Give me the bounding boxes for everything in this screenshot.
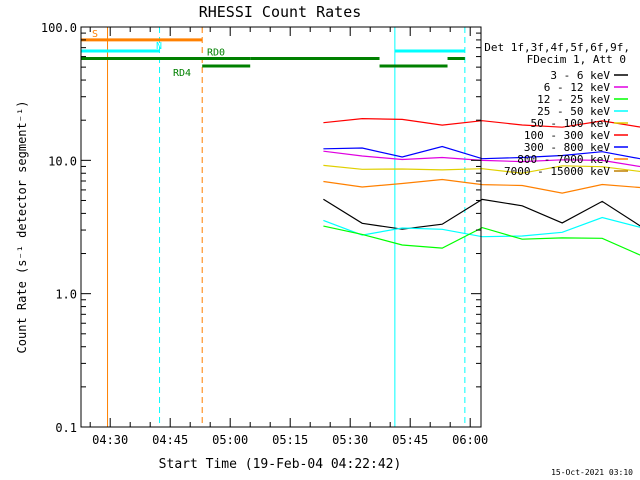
state-label-s: S (92, 29, 98, 40)
y-tick-label: 0.1 (55, 421, 77, 435)
x-tick-label: 04:45 (152, 433, 188, 447)
state-label-rd0: RD0 (207, 48, 225, 59)
y-tick-label: 10.0 (48, 154, 77, 168)
series-line-3-6-kev (323, 198, 640, 230)
state-label-rd4: RD4 (173, 68, 191, 79)
x-tick-label: 04:30 (92, 433, 128, 447)
legend-label: 800 - 7000 keV (517, 153, 610, 166)
x-axis-label: Start Time (19-Feb-04 04:22:42) (159, 457, 402, 472)
x-tick-label: 05:30 (332, 433, 368, 447)
annotation-layer: S N RD0 RD4 (81, 27, 466, 427)
state-label-n: N (156, 41, 162, 52)
legend-label: 12 - 25 keV (537, 93, 610, 106)
legend-label: 50 - 100 keV (531, 117, 611, 130)
chart-title: RHESSI Count Rates (199, 3, 362, 21)
legend-label: 25 - 50 keV (537, 105, 610, 118)
y-axis-label: Count Rate (s⁻¹ detector segment⁻¹) (15, 101, 29, 354)
x-tick-label: 06:00 (452, 433, 488, 447)
legend: Det 1f,3f,4f,5f,6f,9f, FDecim 1, Att 0 3… (484, 41, 630, 178)
legend-header-detectors: Det 1f,3f,4f,5f,6f,9f, (484, 41, 630, 54)
legend-label: 3 - 6 keV (550, 69, 610, 82)
x-tick-label: 05:00 (212, 433, 248, 447)
y-tick-label: 100.0 (41, 21, 77, 35)
x-tick-label: 05:15 (272, 433, 308, 447)
series-line-25-50-kev (323, 216, 640, 238)
footer-date: 15-Oct-2021 03:10 (551, 468, 633, 477)
legend-label: 7000 - 15000 keV (504, 165, 610, 178)
legend-label: 300 - 800 keV (524, 141, 610, 154)
axes-layer: 0.1 1.0 10.0 100.0 04:30 04:45 05:00 05:15 05:30… (41, 21, 488, 447)
plot-frame (80, 26, 482, 428)
legend-label: 100 - 300 keV (524, 129, 610, 142)
series-line-12-25-kev (323, 225, 640, 256)
legend-header-attenuator: FDecim 1, Att 0 (527, 53, 626, 66)
x-tick-label: 05:45 (392, 433, 428, 447)
legend-label: 6 - 12 keV (544, 81, 611, 94)
y-tick-label: 1.0 (55, 288, 77, 302)
